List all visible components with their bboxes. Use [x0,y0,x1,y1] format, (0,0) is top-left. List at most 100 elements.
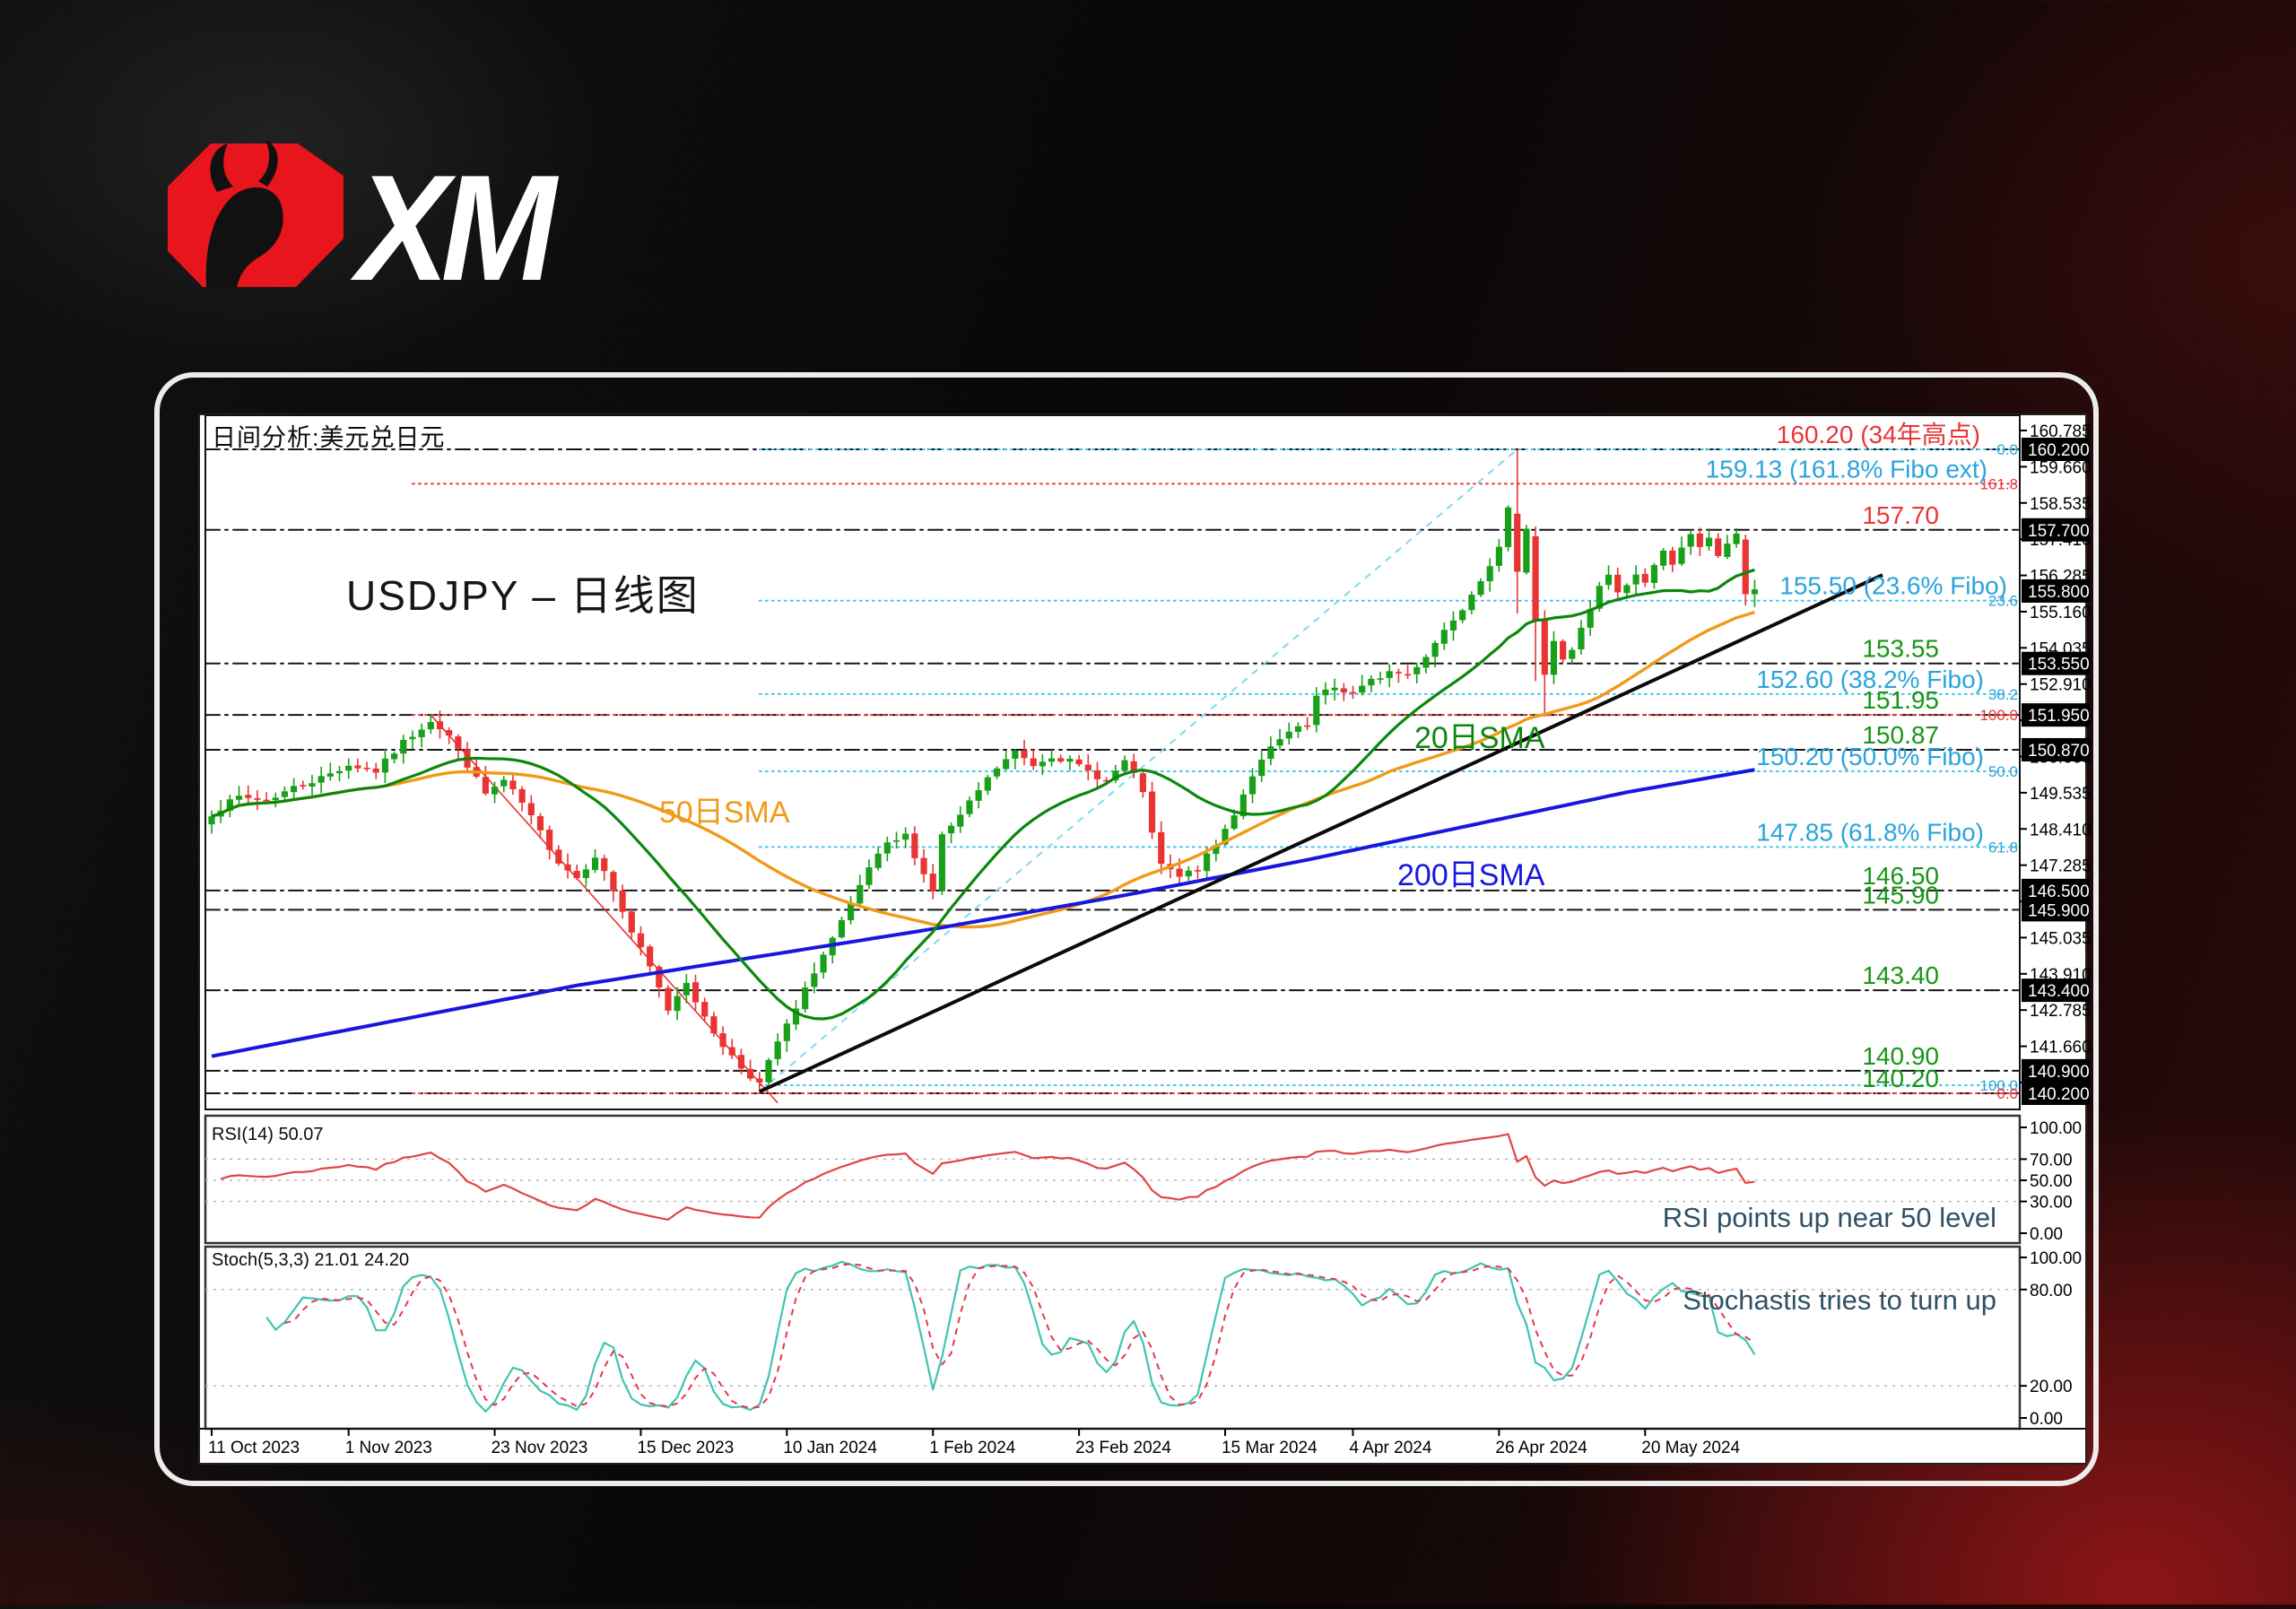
candle-body [427,722,434,730]
candle-body [1696,533,1703,547]
date-tick-label: 23 Nov 2023 [491,1439,588,1457]
candle-body [546,830,553,850]
candle-body [281,791,289,797]
bull-icon [205,187,283,287]
candle-body [820,954,827,973]
candle-body [1724,544,1731,558]
candle-body [291,786,298,793]
date-tick-label: 4 Apr 2024 [1350,1439,1432,1457]
main-plot-frame[interactable] [204,414,2021,1110]
price-marker-box [2022,578,2090,603]
candle-body [1477,581,1484,596]
candle-body [354,765,361,769]
candle-body [1377,678,1384,680]
price-marker-box [2022,1082,2090,1106]
candle-body [509,780,517,789]
candle-body [911,833,918,858]
bull-horn-right [258,140,278,187]
chart-card-outline [154,372,2099,1486]
candle-body [966,800,973,814]
fib-percent-label: 38.2 [1988,686,2018,703]
date-tick-label: 15 Mar 2024 [1222,1439,1318,1457]
candle-body [1596,586,1603,609]
fib-percent-label: 50.0 [1988,763,2018,780]
candle-body [518,788,526,804]
price-marker-label: 145.900 [2028,901,2090,920]
candle-body [1459,610,1466,621]
candle-body [665,987,672,1011]
chart-surface[interactable] [199,414,2086,1464]
candle-body [1248,776,1257,795]
candle-body [582,869,589,878]
stoch-tick-label: 20.00 [2030,1378,2073,1396]
stoch-tick-label: 100.00 [2030,1249,2082,1268]
candle-body [1084,764,1091,771]
xm-logo: XM [161,135,664,314]
price-level-label: 152.60 (38.2% Fibo) [1756,665,1984,693]
price-level-label: 160.20 (34年高点) [1777,421,1980,448]
candle-body [892,839,900,842]
price-tick-label: 155.160 [2030,604,2092,622]
candle-body [902,833,909,840]
fib-percent-label: 161.8 [1979,475,2018,492]
candle-body [984,777,991,791]
candle-body [1121,760,1128,771]
candle-body [938,834,945,891]
candle-body [555,849,562,864]
candle-body [226,799,233,811]
candle-body [848,903,855,920]
candle-body [1349,691,1357,694]
rsi-comment: RSI points up near 50 level [1662,1202,1996,1233]
price-level-label: 150.20 (50.0% Fibo) [1756,743,1984,770]
candle-body [245,795,252,798]
symbol-watermark: USDJPY – 日线图 [346,572,700,619]
candle-body [628,911,635,933]
candle-body [1368,678,1375,686]
candle-body [1239,794,1247,817]
candle-body [619,890,626,912]
candle-body [1313,695,1320,726]
candle-body [737,1055,745,1069]
candle-body [756,1078,763,1083]
candle-body [1294,726,1302,733]
candle-body [637,933,645,948]
candle-body [719,1033,726,1048]
level-lines [205,448,2020,1095]
candle-body [647,946,654,967]
candle-body [883,842,891,854]
price-tick-label: 147.285 [2030,857,2092,876]
price-marker-label: 153.550 [2028,656,2090,674]
candle-body [254,797,261,800]
date-tick-label: 20 May 2024 [1641,1439,1740,1457]
rsi-line [220,1133,1755,1222]
candle-body [436,721,444,730]
price-marker-label: 160.200 [2028,441,2090,460]
price-marker-box [2022,703,2090,727]
candle-body [1231,815,1238,829]
candle-body [500,779,508,787]
date-tick-label: 10 Jan 2024 [783,1439,877,1457]
rsi-tick-label: 50.00 [2030,1172,2073,1191]
price-marker-label: 140.200 [2028,1085,2090,1104]
price-marker-label: 155.800 [2028,583,2090,602]
candle-body [1532,535,1539,621]
stoch-d-line [284,1263,1755,1409]
candle-body [591,857,599,871]
sma-200-label: 200日SMA [1397,858,1545,892]
candle-body [765,1059,772,1083]
candle-body [1468,595,1475,611]
price-level-label: 145.90 [1862,881,1939,909]
candle-body [1139,773,1146,793]
candle-body [802,987,809,1010]
candle-body [1523,528,1530,573]
candle-body [1386,671,1393,678]
candle-body [1066,759,1074,762]
date-tick-label: 23 Feb 2024 [1075,1439,1171,1457]
candle-body [1678,547,1685,564]
candle-body [1185,870,1192,877]
price-marker-label: 143.400 [2028,982,2090,1001]
stoch-comment: Stochastis tries to turn up [1683,1284,1996,1316]
date-tick-label: 15 Dec 2023 [637,1439,734,1457]
candle-body [1541,620,1548,675]
candle-body [1075,759,1083,765]
